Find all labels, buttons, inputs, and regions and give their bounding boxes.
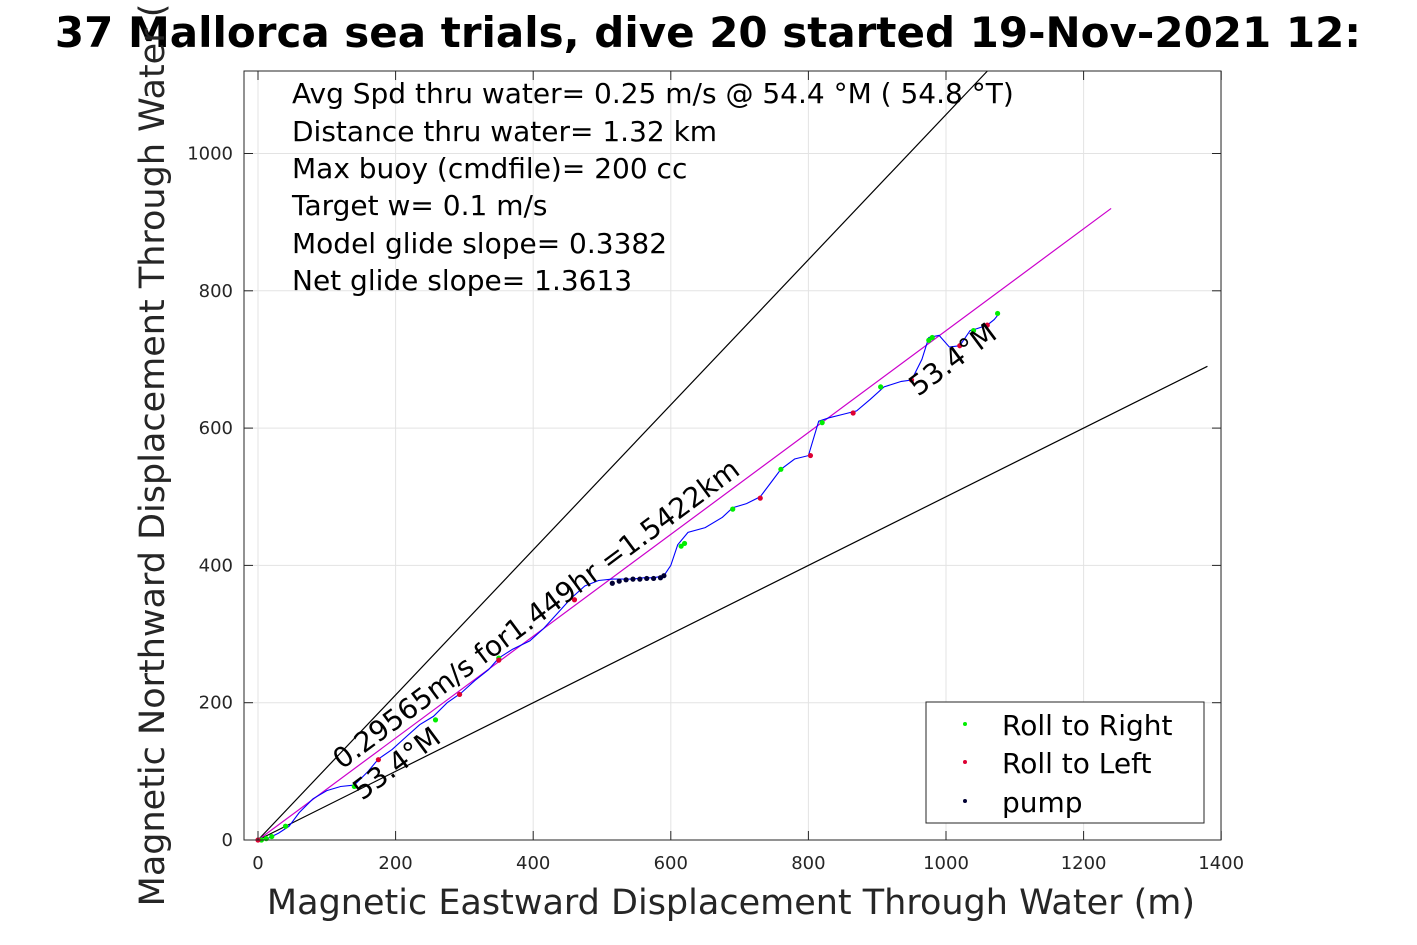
point-roll-to-right: [681, 540, 688, 547]
legend-marker-pump: [963, 799, 967, 803]
point-roll-to-right: [995, 310, 1001, 317]
legend-label-roll-right: Roll to Right: [1002, 709, 1173, 742]
x-tick-label: 800: [791, 853, 825, 874]
point-pump: [644, 575, 650, 582]
legend-marker-roll-right: [963, 722, 967, 726]
point-roll-to-right: [730, 506, 736, 512]
point-roll-to-right: [269, 833, 275, 840]
stats-block: Avg Spd thru water= 0.25 m/s @ 54.4 °M (…: [291, 77, 1014, 297]
x-tick-label: 1000: [923, 853, 969, 874]
point-roll-to-left: [456, 691, 463, 698]
stat-model-glide-slope: Model glide slope= 0.3382: [292, 227, 667, 260]
plot-frame: [243, 70, 1222, 841]
legend-box: [925, 701, 1205, 824]
reference-lines: [257, 70, 1208, 841]
y-tick-label: 600: [199, 418, 233, 439]
x-tick-label: 400: [516, 853, 550, 874]
reference-line-bound-lower: [257, 365, 1208, 841]
point-roll-to-right: [819, 420, 825, 426]
x-axis-ticks: 0 200 400 600 800 1000 1200 1400: [252, 71, 1244, 874]
point-roll-to-left: [984, 322, 990, 328]
point-roll-to-right: [929, 334, 935, 341]
point-roll-to-left: [496, 657, 502, 663]
stat-avg-speed: Avg Spd thru water= 0.25 m/s @ 54.4 °M (…: [292, 77, 1014, 110]
y-tick-label: 800: [199, 281, 233, 302]
point-pump: [616, 578, 622, 584]
legend-label-pump: pump: [1002, 786, 1083, 819]
legend-marker-roll-left: [963, 760, 967, 764]
point-roll-to-left: [957, 343, 963, 349]
reference-line-bound-upper: [257, 70, 988, 841]
y-tick-label: 0: [222, 830, 233, 851]
x-tick-label: 600: [654, 853, 688, 874]
point-pump: [623, 577, 629, 583]
point-roll-to-left: [909, 377, 915, 383]
point-roll-to-left: [757, 495, 763, 501]
point-pump: [651, 575, 657, 582]
x-axis-label: Magnetic Eastward Displacement Through W…: [267, 883, 1195, 923]
point-roll-to-left: [807, 452, 814, 459]
chart-title: 37 Mallorca sea trials, dive 20 started …: [55, 8, 1361, 57]
point-roll-to-left: [850, 410, 856, 416]
x-tick-label: 0: [252, 853, 263, 874]
stat-target-w: Target w= 0.1 m/s: [291, 189, 548, 222]
point-roll-to-right: [282, 823, 289, 829]
stat-max-buoy: Max buoy (cmdfile)= 200 cc: [292, 152, 687, 185]
point-roll-to-right: [878, 384, 884, 390]
reference-line-net-heading: [257, 207, 1112, 841]
point-roll-to-left: [571, 597, 578, 603]
point-pump: [630, 576, 636, 582]
point-roll-to-right: [432, 717, 439, 723]
stat-net-glide-slope: Net glide slope= 1.3613: [292, 264, 632, 297]
point-pump: [661, 573, 667, 579]
legend: Roll to Right Roll to Left pump: [925, 701, 1205, 824]
x-tick-label: 1200: [1061, 853, 1107, 874]
point-roll-to-right: [970, 328, 977, 334]
y-tick-label: 400: [199, 555, 233, 576]
x-tick-label: 200: [378, 853, 412, 874]
point-pump: [637, 576, 643, 582]
legend-label-roll-left: Roll to Left: [1002, 747, 1151, 780]
stat-distance: Distance thru water= 1.32 km: [292, 115, 717, 148]
point-pump: [609, 580, 615, 586]
point-roll-to-left: [375, 757, 381, 763]
x-tick-label: 1400: [1198, 853, 1244, 874]
y-tick-label: 200: [199, 693, 233, 714]
point-roll-to-right: [351, 783, 357, 790]
y-axis-ticks: 0 200 400 600 800 1000: [187, 144, 1221, 851]
y-axis-label: Magnetic Northward Displacement Through …: [133, 4, 173, 907]
point-roll-to-right: [778, 466, 784, 472]
series: [255, 310, 1001, 843]
y-tick-label: 1000: [187, 144, 233, 165]
